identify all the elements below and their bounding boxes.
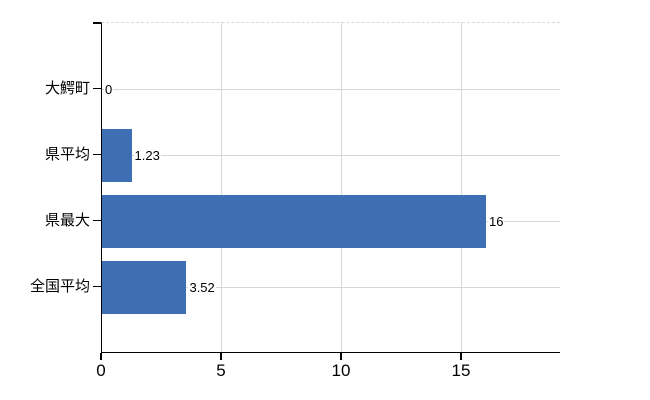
value-label: 3.52 — [188, 279, 216, 295]
bar — [102, 195, 486, 248]
y-axis-end-tick — [93, 22, 101, 24]
vertical-gridline — [461, 23, 462, 352]
category-label: 全国平均 — [29, 277, 90, 295]
category-label: 県最大 — [44, 211, 90, 229]
bar — [102, 261, 187, 314]
plot-area: 0 1.23 16 3.52 — [101, 22, 560, 353]
x-tick-label: 5 — [216, 361, 226, 380]
x-axis-tick — [220, 353, 222, 360]
y-axis-tick — [93, 285, 101, 288]
y-axis-tick — [93, 87, 101, 90]
x-axis-tick — [460, 353, 462, 360]
horizontal-gridline — [102, 287, 560, 288]
category-label: 県平均 — [44, 145, 90, 163]
y-axis-tick — [93, 153, 101, 156]
bar — [102, 129, 132, 182]
value-label: 16 — [488, 213, 505, 229]
horizontal-gridline — [102, 89, 560, 90]
value-label: 1.23 — [133, 147, 161, 163]
y-axis-tick — [93, 219, 101, 222]
x-tick-label: 10 — [331, 361, 351, 380]
x-tick-label: 15 — [451, 361, 471, 380]
x-axis-tick — [100, 353, 102, 360]
x-tick-label: 0 — [96, 361, 106, 380]
vertical-gridline — [221, 23, 222, 352]
category-label: 大鰐町 — [44, 79, 90, 97]
value-label: 0 — [104, 81, 114, 97]
x-axis-tick — [340, 353, 342, 360]
horizontal-gridline — [102, 155, 560, 156]
vertical-gridline — [341, 23, 342, 352]
